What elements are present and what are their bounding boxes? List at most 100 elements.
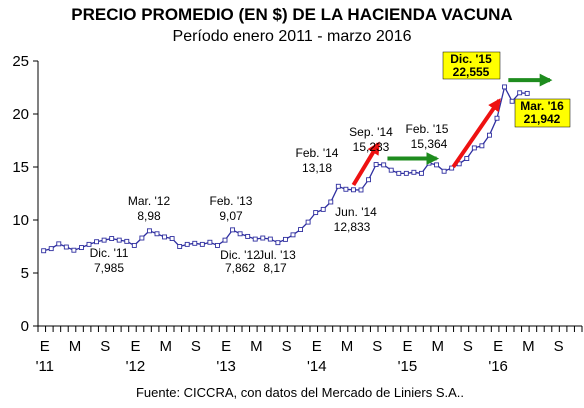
trend-arrow — [451, 98, 501, 169]
x-year-label: '13 — [216, 358, 236, 375]
annotation-label: Feb. '13 — [210, 194, 253, 208]
data-point-marker — [350, 187, 356, 193]
annotation-value: 7,862 — [225, 261, 255, 275]
data-point-marker — [199, 241, 205, 247]
x-tick-label: E — [130, 338, 140, 355]
data-point-marker — [320, 206, 326, 212]
x-tick-label: E — [493, 338, 503, 355]
y-tick-label: 25 — [12, 53, 29, 70]
data-point-marker — [56, 241, 62, 247]
data-point-marker — [237, 231, 243, 237]
data-point-marker — [154, 231, 160, 237]
annotation-value: 7,985 — [94, 261, 124, 275]
annotation-value: 8,17 — [263, 261, 287, 275]
x-tick-label: S — [372, 338, 382, 355]
data-point-marker — [71, 247, 77, 253]
annotation-label: Jul. '13 — [258, 248, 296, 262]
x-tick-label: S — [191, 338, 201, 355]
data-point-marker — [214, 242, 220, 248]
annotation-value: 13,18 — [302, 161, 332, 175]
data-point-marker — [260, 235, 266, 241]
annotation-label: Jun. '14 — [335, 205, 377, 219]
data-point-marker — [116, 237, 122, 243]
data-point-marker — [388, 167, 394, 173]
x-tick-label: M — [250, 338, 263, 355]
y-tick-label: 0 — [21, 318, 29, 335]
y-tick-label: 5 — [21, 265, 29, 282]
data-point-marker — [403, 170, 409, 176]
data-point-marker — [441, 168, 447, 174]
data-point-marker — [177, 244, 183, 249]
data-point-marker — [139, 235, 145, 241]
data-point-marker — [78, 245, 84, 251]
data-point-marker — [192, 240, 198, 246]
data-point-marker — [502, 84, 508, 90]
highlight-value: 22,555 — [453, 65, 490, 79]
x-year-label: '14 — [307, 358, 327, 375]
data-point-marker — [373, 162, 379, 167]
data-point-marker — [275, 240, 281, 246]
data-point-marker — [222, 237, 228, 243]
data-point-marker — [282, 236, 288, 242]
x-tick-label: E — [402, 338, 412, 355]
data-point-marker — [313, 210, 319, 216]
data-point-marker — [479, 143, 485, 149]
annotation-label: Dic. '11 — [90, 246, 129, 260]
data-point-marker — [411, 169, 417, 175]
annotation-label: Feb. '14 — [296, 146, 339, 160]
x-tick-label: S — [100, 338, 110, 355]
data-point-marker — [328, 199, 334, 205]
data-point-marker — [252, 236, 258, 242]
data-point-marker — [230, 227, 236, 233]
data-point-marker — [486, 132, 492, 138]
annotation-label: Sep. '14 — [349, 125, 393, 139]
data-point-marker — [434, 162, 440, 168]
data-point-marker — [509, 98, 515, 104]
data-point-marker — [298, 227, 304, 232]
x-tick-label: M — [522, 338, 535, 355]
data-point-marker — [449, 165, 455, 171]
data-point-marker — [146, 228, 152, 234]
data-point-marker — [381, 162, 387, 168]
data-point-marker — [335, 183, 341, 189]
data-point-marker — [524, 90, 530, 96]
data-point-marker — [63, 244, 69, 250]
data-point-marker — [207, 239, 213, 245]
data-point-marker — [124, 238, 130, 244]
annotation-value: 9,07 — [219, 209, 243, 223]
highlight-label: Dic. '15 — [450, 52, 492, 66]
y-axis: 0 5 10 15 20 25 — [12, 53, 39, 335]
data-point-marker — [517, 90, 523, 96]
trend-arrows — [351, 73, 553, 187]
y-tick-label: 15 — [12, 159, 29, 176]
x-tick-label: S — [554, 338, 564, 355]
x-tick-label: M — [341, 338, 354, 355]
x-tick-label: E — [312, 338, 322, 355]
data-point-marker — [290, 232, 296, 238]
highlight-dec-15: Dic. '15 22,555 — [442, 51, 501, 80]
annotation-value: 12,833 — [334, 220, 371, 234]
data-point-marker — [366, 177, 372, 183]
data-point-marker — [267, 236, 273, 242]
highlight-box — [514, 98, 571, 128]
data-point-marker — [101, 237, 107, 243]
annotation-label: Dic. '12 — [220, 248, 260, 262]
x-tick-label: S — [463, 338, 473, 355]
y-tick-label: 20 — [12, 106, 29, 123]
data-point-marker — [426, 160, 432, 166]
data-point-marker — [86, 241, 92, 247]
data-point-marker — [131, 242, 137, 248]
data-point-marker — [494, 115, 500, 121]
highlight-box — [442, 51, 501, 80]
data-point-marker — [245, 233, 251, 239]
series-line — [43, 85, 528, 252]
x-tick-label: M — [431, 338, 444, 355]
x-axis: E M S E M S E M S E M S E M S E M S '11 '12 '13 '14 '15 '16 — [36, 325, 583, 375]
x-tick-label: E — [40, 338, 50, 355]
x-year-label: '16 — [488, 358, 508, 375]
chart-subtitle: Período enero 2011 - marzo 2016 — [173, 28, 412, 45]
data-point-marker — [162, 234, 168, 240]
data-series — [41, 84, 530, 254]
x-tick-label: M — [159, 338, 172, 355]
